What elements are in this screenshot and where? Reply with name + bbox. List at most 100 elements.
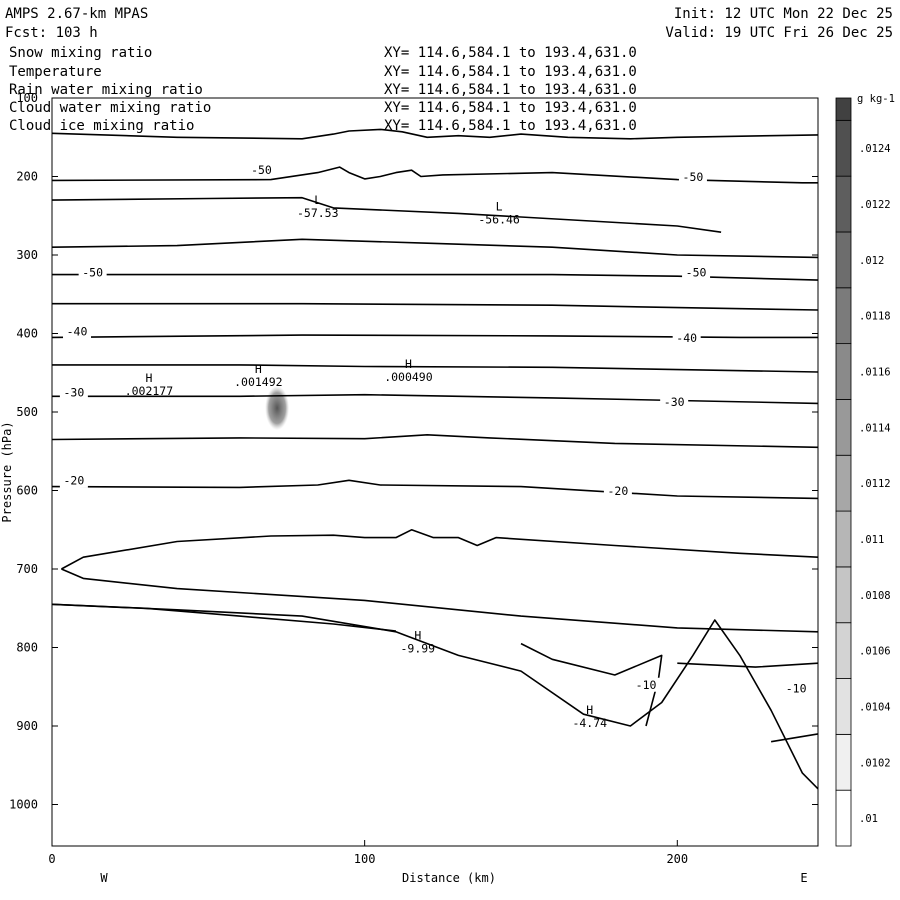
y-tick-label: 600 — [16, 484, 38, 498]
colorbar-unit: g kg-1 — [857, 93, 895, 105]
colorbar-box — [835, 343, 852, 400]
contour-label: -50 — [82, 266, 103, 280]
contour-label: -50 — [686, 266, 707, 280]
colorbar-label: .011 — [859, 534, 884, 546]
contour-label-bg — [78, 265, 107, 280]
contour-label-bg — [59, 473, 88, 488]
field-xy-cloud-water: XY= 114.6,584.1 to 193.4,631.0 — [384, 100, 637, 116]
isotherm-line — [677, 662, 819, 668]
extremum-value: .001492 — [234, 375, 282, 389]
plot-frame — [51, 97, 819, 847]
extremum-value: .002177 — [125, 384, 174, 398]
y-tick-label: 500 — [16, 405, 38, 419]
contour-label-bg — [678, 169, 707, 184]
field-name-snow: Snow mixing ratio — [9, 45, 152, 61]
field-name-cloud-water: Cloud water mixing ratio — [9, 100, 211, 116]
isotherm-line — [51, 196, 722, 233]
colorbar-label: .0106 — [859, 646, 891, 658]
isotherm-line — [52, 393, 819, 405]
extremum-marker: H — [414, 629, 421, 643]
contour-label: -20 — [63, 474, 84, 488]
y-tick-label: 800 — [16, 641, 38, 655]
colorbar-label: .0108 — [859, 590, 891, 602]
model-title: AMPS 2.67-km MPAS — [5, 6, 148, 22]
x-tick-label: 200 — [666, 852, 688, 866]
axes: 100 200 300 400 500 600 700 800 900 1000 0 100 200 — [9, 91, 818, 866]
isotherm-line — [51, 479, 819, 500]
colorbar-label: .01 — [859, 813, 878, 825]
isotherm-line — [61, 568, 819, 633]
contour-label: -20 — [608, 484, 629, 498]
colorbar-box — [835, 231, 852, 289]
contour-label-bg — [247, 162, 276, 177]
field-name-cloud-ice: Cloud ice mixing ratio — [9, 118, 194, 134]
contour-label: -30 — [664, 395, 685, 409]
extremum-marker: L — [314, 193, 321, 207]
field-xy-temperature: XY= 114.6,584.1 to 193.4,631.0 — [384, 64, 637, 80]
contour-label-bg — [660, 395, 689, 410]
contour-label-bg — [672, 330, 701, 345]
isotherm-line — [51, 434, 819, 449]
field-name-rain: Rain water mixing ratio — [9, 82, 203, 98]
contour-label: -50 — [251, 163, 272, 177]
y-tick-label: 300 — [16, 248, 38, 262]
extremum-value: .000490 — [384, 370, 433, 384]
extremum-value: -56.46 — [478, 212, 520, 226]
forecast-hour: Fcst: 103 h — [5, 25, 98, 41]
field-xy-snow: XY= 114.6,584.1 to 193.4,631.0 — [384, 45, 637, 61]
contour-label: -40 — [67, 325, 88, 339]
extremum-marker: H — [255, 362, 262, 376]
colorbar-label: .0112 — [859, 478, 891, 490]
contour-label: -10 — [786, 682, 807, 696]
extremum-marker: H — [405, 357, 412, 371]
colorbar-box — [835, 119, 852, 177]
colorbar-label: .0114 — [859, 422, 891, 434]
y-tick-label: 900 — [16, 719, 38, 733]
colorbar-label: .0122 — [859, 199, 891, 211]
valid-time: Valid: 19 UTC Fri 26 Dec 25 — [665, 25, 893, 41]
contour-label-bg — [682, 265, 711, 280]
colorbar-box — [835, 733, 852, 791]
colorbar-label: .0116 — [859, 367, 891, 379]
y-tick-label: 700 — [16, 562, 38, 576]
contour-label-layer: -50 -50 -50 -50 -40 -40 -30 -30 -20 -20 -10 -10 — [59, 162, 811, 696]
extremum-value: -4.74 — [572, 716, 607, 730]
contour-label-bg — [632, 677, 661, 692]
contour-label-bg — [63, 324, 92, 339]
colorbar-box — [835, 678, 852, 735]
west-label: W — [100, 871, 108, 885]
init-time: Init: 12 UTC Mon 22 Dec 25 — [674, 6, 893, 22]
extrema-layer: L-57.53 L-56.46H.002177H.001492H.000490H-… — [125, 193, 607, 730]
contour-label-bg — [782, 681, 811, 696]
colorbar-box — [835, 510, 852, 568]
isotherm-line — [52, 302, 819, 311]
contour-label: -50 — [683, 170, 704, 184]
isotherm-line — [51, 166, 818, 184]
colorbar-box — [835, 566, 852, 624]
x-tick-label: 100 — [354, 852, 376, 866]
extremum-value: -57.53 — [297, 206, 339, 220]
extremum-value: -9.99 — [400, 642, 435, 656]
isotherm-line — [51, 128, 819, 140]
extremum-marker: L — [496, 199, 503, 213]
contour-label: -10 — [636, 678, 657, 692]
x-axis-title: Distance (km) — [402, 871, 496, 885]
isotherm-layer — [51, 128, 819, 790]
contour-label: -40 — [676, 331, 697, 345]
isotherm-line — [770, 733, 819, 743]
isotherm-line — [51, 334, 818, 339]
field-xy-cloud-ice: XY= 114.6,584.1 to 193.4,631.0 — [384, 118, 637, 134]
shaded-layer — [265, 386, 290, 431]
colorbar-box — [835, 97, 852, 121]
colorbar-box — [835, 287, 852, 345]
x-tick-label: 0 — [48, 852, 55, 866]
field-list: Snow mixing ratio XY= 114.6,584.1 to 193… — [9, 45, 637, 134]
isotherm-line — [52, 364, 819, 373]
extremum-marker: H — [145, 371, 152, 385]
field-xy-rain: XY= 114.6,584.1 to 193.4,631.0 — [384, 82, 637, 98]
extremum-marker: H — [586, 703, 593, 717]
colorbar-box — [835, 789, 852, 847]
y-tick-label: 400 — [16, 327, 38, 341]
isotherm-line — [61, 529, 819, 570]
